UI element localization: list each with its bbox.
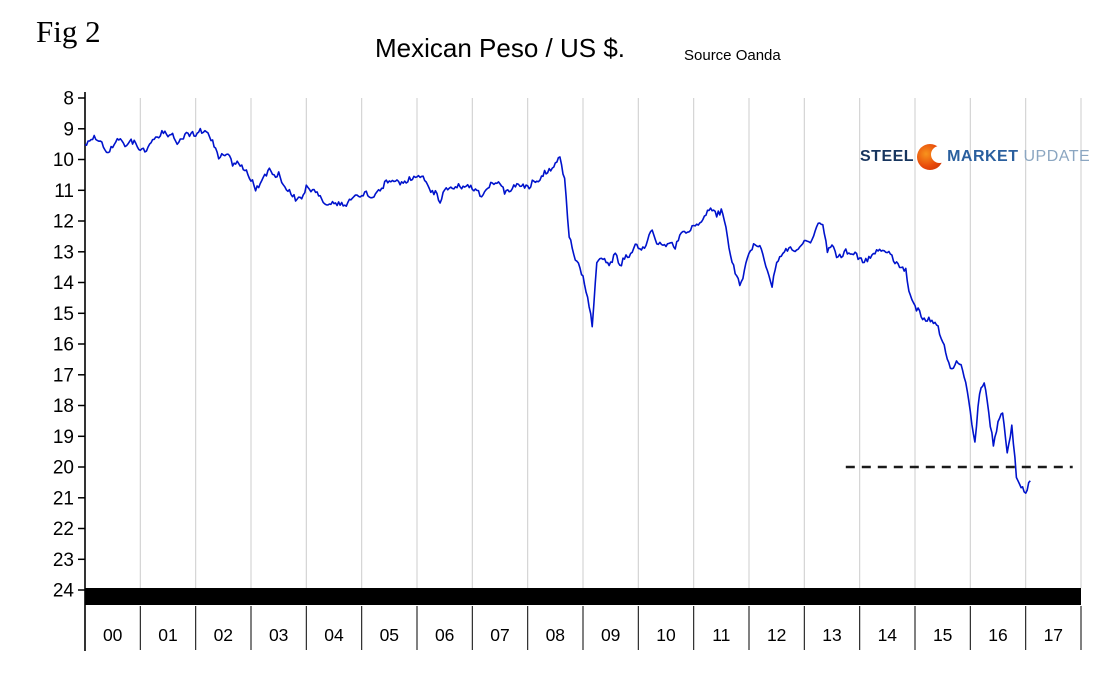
logo-steel-text: STEEL bbox=[860, 148, 915, 165]
steel-market-update-logo: STEEL MARKET UPDATE bbox=[860, 144, 1090, 170]
y-tick-label: 17 bbox=[53, 365, 74, 386]
y-tick-label: 9 bbox=[63, 119, 74, 140]
y-tick-label: 14 bbox=[53, 273, 75, 294]
x-tick-label: 09 bbox=[601, 625, 620, 645]
x-tick-label: 04 bbox=[324, 625, 344, 645]
figure-label: Fig 2 bbox=[36, 14, 101, 49]
chart-title: Mexican Peso / US $. bbox=[375, 33, 625, 63]
x-tick-label: 06 bbox=[435, 625, 454, 645]
x-tick-label: 02 bbox=[214, 625, 233, 645]
y-tick-label: 16 bbox=[53, 335, 74, 356]
x-tick-label: 13 bbox=[822, 625, 841, 645]
x-tick-label: 17 bbox=[1044, 625, 1063, 645]
y-tick-label: 12 bbox=[53, 212, 74, 233]
y-tick-label: 21 bbox=[53, 488, 74, 509]
y-tick-label: 11 bbox=[54, 181, 74, 202]
y-tick-label: 23 bbox=[53, 550, 74, 571]
y-tick-label: 10 bbox=[53, 150, 74, 171]
logo-update-text: UPDATE bbox=[1023, 148, 1091, 165]
y-tick-label: 18 bbox=[53, 396, 74, 417]
y-tick-label: 24 bbox=[53, 581, 75, 602]
x-tick-label: 10 bbox=[656, 625, 676, 645]
exchange-rate-line bbox=[84, 127, 1031, 495]
x-tick-label: 12 bbox=[767, 625, 786, 645]
x-tick-label: 01 bbox=[158, 625, 177, 645]
y-tick-label: 22 bbox=[53, 519, 74, 540]
x-tick-label: 05 bbox=[380, 625, 399, 645]
x-tick-label: 16 bbox=[988, 625, 1007, 645]
x-tick-label: 03 bbox=[269, 625, 288, 645]
y-tick-label: 8 bbox=[63, 89, 74, 110]
source-note: Source Oanda bbox=[684, 47, 781, 64]
x-axis-band bbox=[85, 588, 1081, 605]
x-tick-label: 11 bbox=[712, 625, 730, 645]
y-tick-label: 20 bbox=[53, 458, 74, 479]
logo-market-text: MARKET bbox=[947, 148, 1019, 165]
x-tick-label: 08 bbox=[546, 625, 565, 645]
logo-globe-icon bbox=[917, 144, 949, 170]
y-tick-label: 13 bbox=[53, 242, 74, 263]
y-tick-label: 19 bbox=[53, 427, 74, 448]
x-tick-label: 14 bbox=[878, 625, 898, 645]
x-tick-label: 15 bbox=[933, 625, 952, 645]
x-tick-label: 00 bbox=[103, 625, 123, 645]
y-tick-label: 15 bbox=[53, 304, 74, 325]
x-tick-label: 07 bbox=[490, 625, 509, 645]
